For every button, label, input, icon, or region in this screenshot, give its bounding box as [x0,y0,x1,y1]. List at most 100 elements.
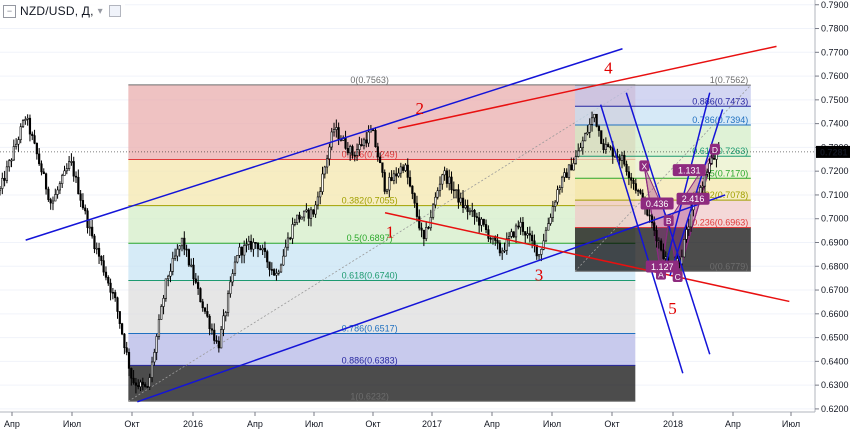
minus-square-icon[interactable]: − [3,4,16,18]
candle-body [418,216,421,229]
candle-body [657,240,660,243]
candle-body [365,139,368,144]
candle-body [544,229,548,242]
fib-level-label: 0.786(0.7394) [692,115,748,125]
candle-body [298,214,301,220]
candle-body [402,166,405,171]
candle-body [47,188,50,200]
candle-body [581,140,584,149]
time-axis[interactable]: Апр Июл Окт 2016 Апр Июл Окт 2017 Апр Июл Окт 2018 А… [0,411,850,434]
axis-corner [815,412,850,434]
fib-level-label: 0.5(0.6897) [347,233,393,243]
candle-body [176,248,179,257]
price-tick-label: 0.6700 [821,285,849,295]
candle-body [367,131,370,144]
candle-body [480,218,483,226]
candle-body [302,210,306,218]
pattern-ratio-badge [676,192,710,205]
candle-body [593,113,596,119]
square-icon[interactable] [108,5,121,17]
candle-body [203,307,207,312]
fib-zone [574,106,751,126]
fib-level-label: 0.886(0.7473) [692,96,748,106]
candle-body [473,210,476,217]
candlestick-series [0,111,720,394]
candle-body [374,130,377,148]
annotation-labels: 1 2 3 4 5 X A B C D 1.131 0.436 2.416 1.127 [386,59,720,318]
fib-level-label: 1(0.7562) [710,75,749,85]
candle-body [51,200,55,204]
time-tick-label: Апр [247,419,263,429]
candle-body [577,150,580,157]
fib-zone [128,333,636,366]
candle-body [420,227,423,231]
price-tick-label: 0.7700 [821,47,849,57]
candle-body [459,197,462,203]
fib-retracement-left[interactable]: 0(0.7563) 0.236(0.7249) 0.382(0.7055) 0.5(0… [128,75,636,402]
candle-body [535,244,538,257]
candle-body [259,248,262,251]
candle-body [127,351,131,369]
candle-body [496,240,499,244]
candle-body [337,127,340,140]
candle-body [395,173,398,177]
fib-level-label: 0.618(0.6740) [342,271,398,281]
candle-body [565,172,568,178]
candle-body [319,191,322,198]
candle-body [427,227,430,229]
candle-body [335,127,338,130]
candle-body [100,256,103,261]
candle-body [708,163,711,173]
candle-body [549,217,552,224]
candle-body [639,190,642,194]
pattern-point-label: D [712,145,718,155]
candle-body [217,340,220,349]
candle-body [187,249,190,266]
candle-body [560,176,564,188]
candle-body [26,117,29,120]
candle-body [595,113,598,127]
time-tick-label: Июл [543,419,561,429]
caret-down-icon[interactable]: ▾ [97,5,103,17]
price-axis-bg [815,0,850,434]
candle-body [351,146,354,156]
last-price-label: 0.7281 [820,147,848,157]
candle-body [632,179,635,184]
candle-body [282,255,285,266]
candle-body [111,291,114,294]
candle-body [664,256,667,259]
candle-body [197,282,200,289]
candle-body [95,247,98,250]
trendlines[interactable] [25,45,790,403]
candle-body [146,386,149,388]
candle-body [208,315,211,330]
candle-body [326,158,329,168]
pattern-point-label: X [641,161,647,171]
candle-body [199,288,202,303]
candle-body [475,216,478,218]
price-tick-label: 0.7600 [821,71,849,81]
candle-body [358,144,361,151]
candle-body [164,278,167,299]
candle-body [360,144,363,147]
candle-body [263,247,267,252]
candle-body [524,231,527,236]
candle-body [528,233,531,236]
candle-body [24,119,27,121]
price-tick-label: 0.6400 [821,356,849,366]
fib-level-label: 0.236(0.6963) [692,218,748,228]
candle-body [590,117,594,125]
symbol-header[interactable]: − NZD/USD, Д, ▾ [0,0,125,22]
candle-body [706,172,709,175]
candle-body [56,189,59,195]
candle-body [68,161,71,169]
candle-body [422,229,425,239]
candle-body [17,139,20,145]
fib-zone [128,365,636,402]
candle-body [1,177,4,189]
candle-body [438,183,442,192]
candle-body [275,273,278,276]
candle-body [171,257,174,272]
